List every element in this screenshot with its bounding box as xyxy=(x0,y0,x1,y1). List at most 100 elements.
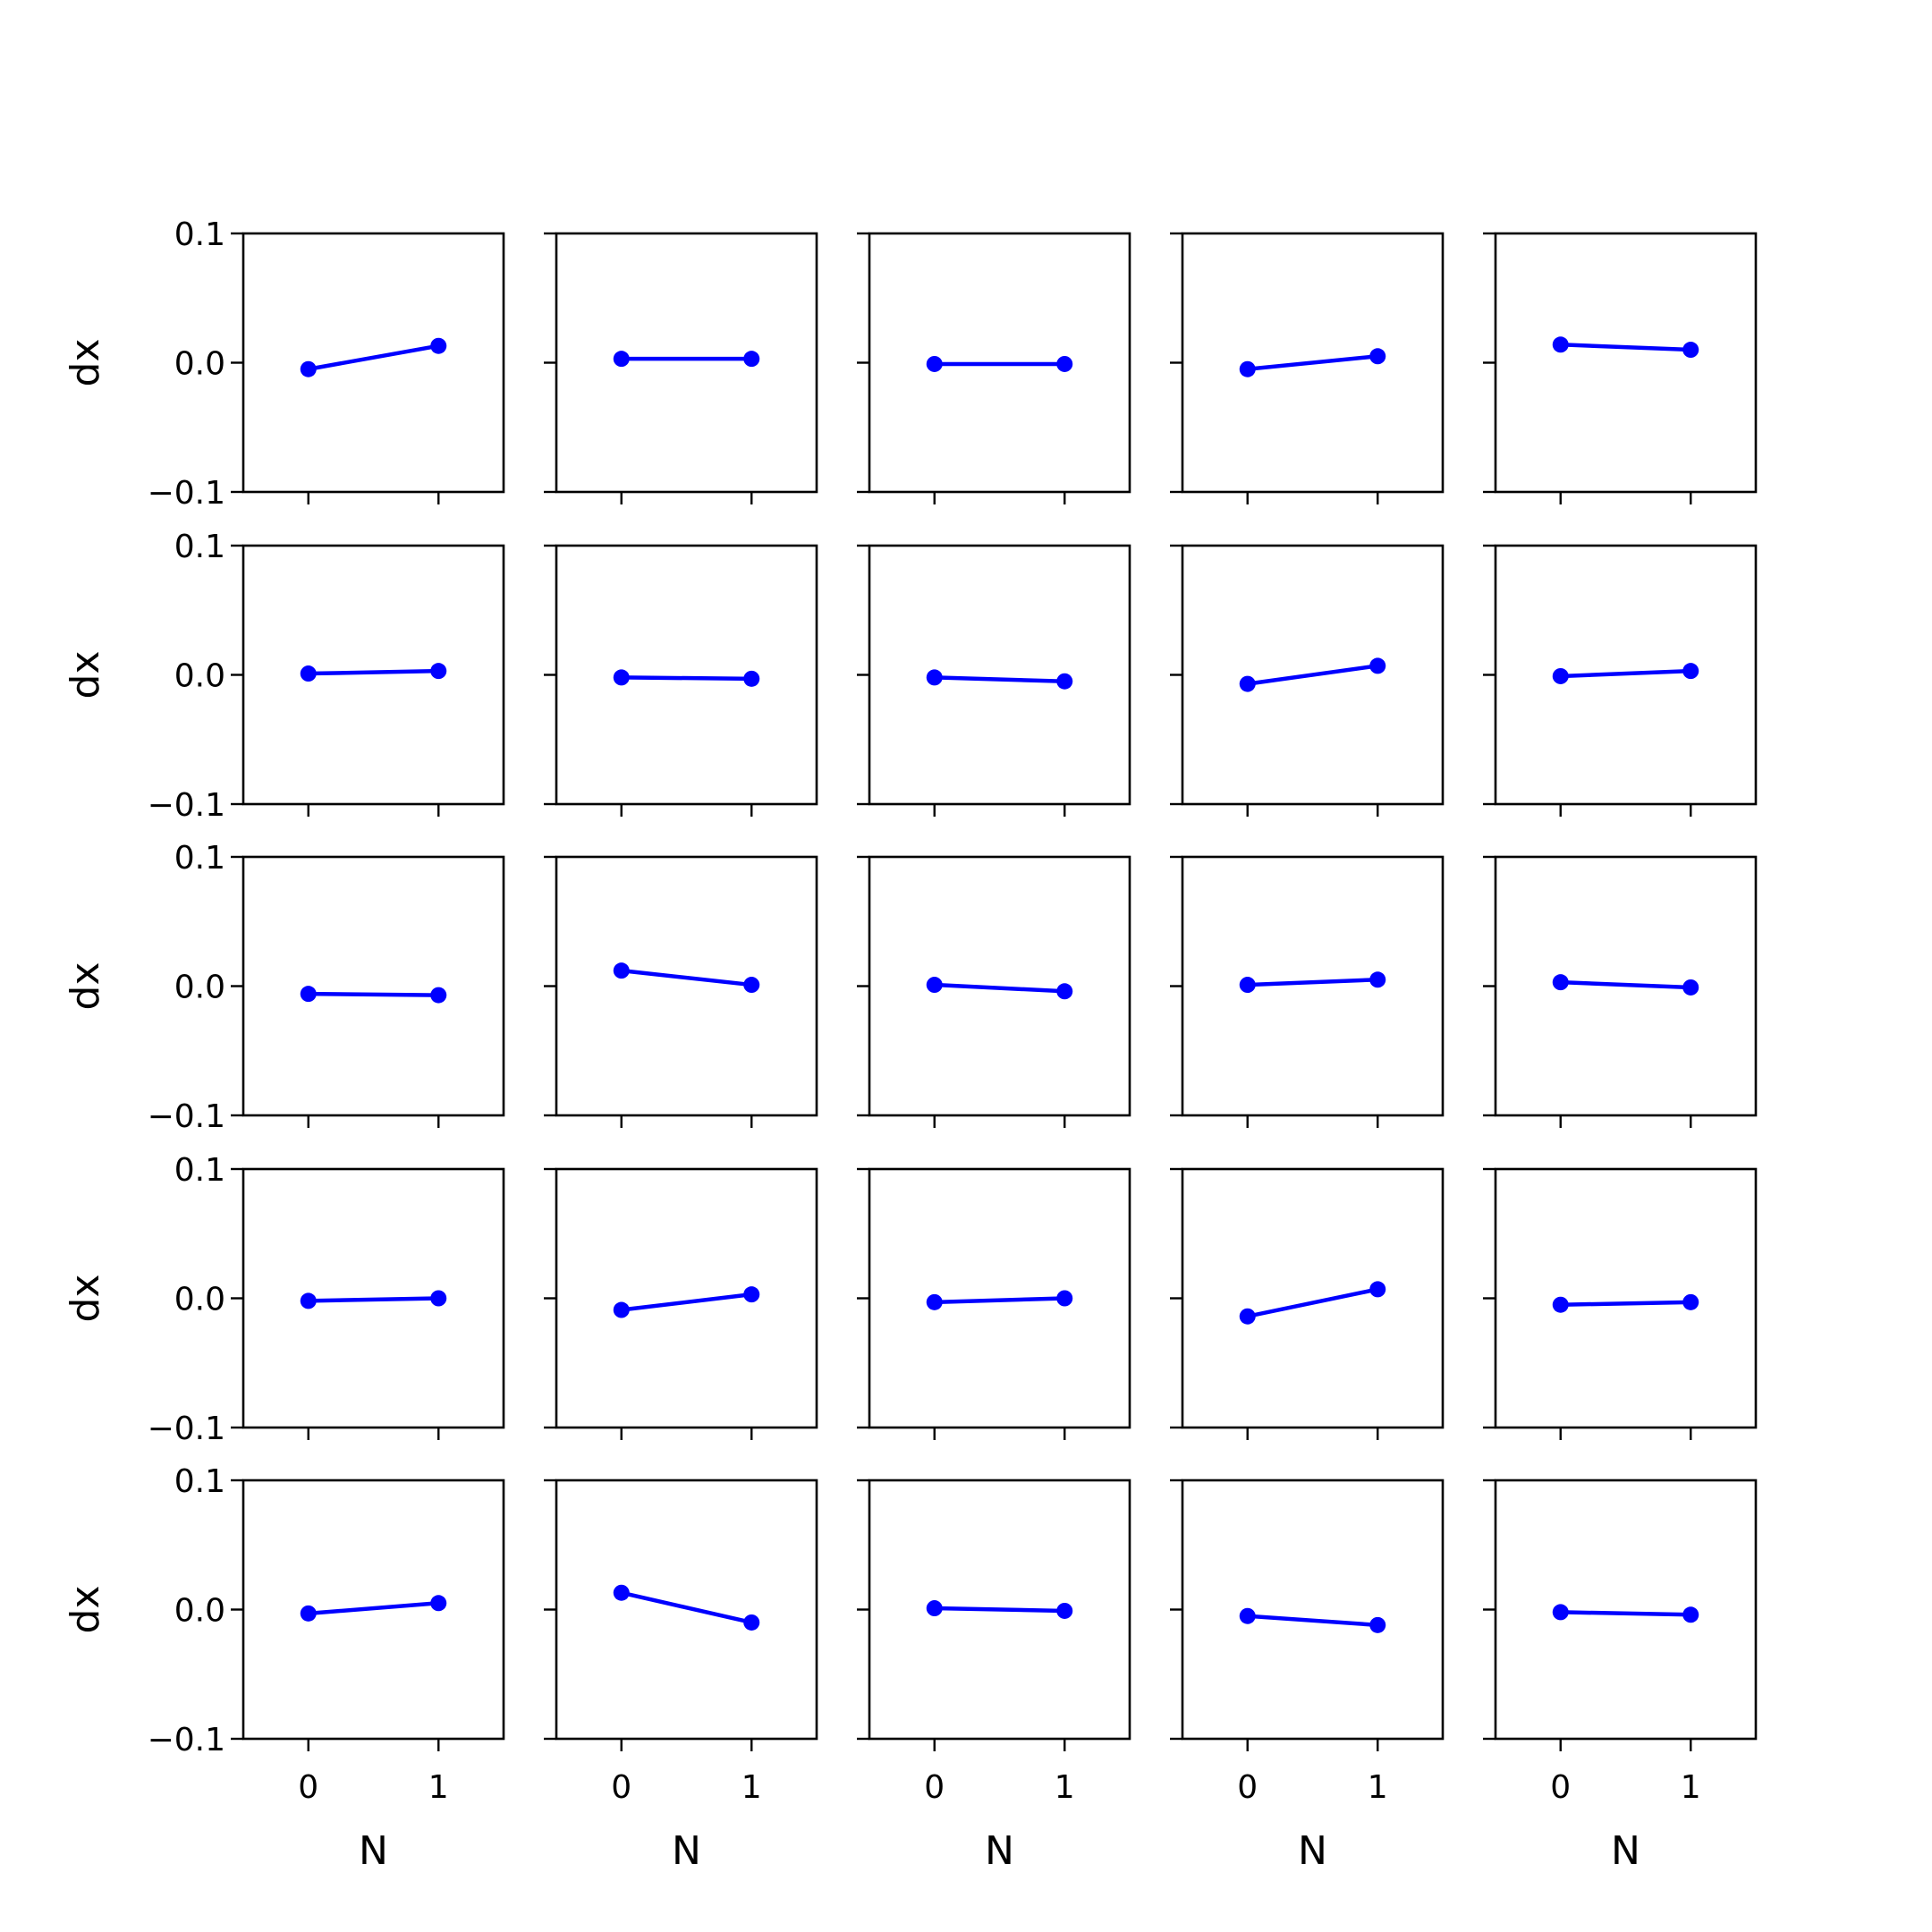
data-point xyxy=(613,669,630,686)
data-point xyxy=(743,670,760,687)
x-tick-label: 0 xyxy=(1550,1769,1571,1806)
series-line xyxy=(932,675,1067,683)
subplot-grid: 0.10.0−0.1dx0.10.0−0.1dx0.10.0−0.1dx0.10… xyxy=(63,216,1758,1874)
data-point xyxy=(1682,979,1699,996)
data-point xyxy=(926,355,943,372)
data-point xyxy=(1056,355,1073,372)
data-point xyxy=(743,977,760,994)
x-tick-label: 0 xyxy=(611,1769,631,1806)
subplot-r5-c5: 0 1 N xyxy=(1483,1479,1758,1874)
y-tick-label: 0.1 xyxy=(174,216,225,253)
x-tick-label: 0 xyxy=(298,1769,318,1806)
data-point xyxy=(613,1584,630,1601)
subplot-r2-c3 xyxy=(857,544,1131,817)
y-axis-label: dx xyxy=(63,1275,108,1323)
y-tick-label: −0.1 xyxy=(148,1411,225,1447)
y-tick-label: −0.1 xyxy=(148,1098,225,1135)
data-point xyxy=(1552,974,1569,991)
subplot-r3-c2 xyxy=(544,855,818,1128)
series-line xyxy=(306,343,441,371)
series-line xyxy=(1245,354,1380,371)
series-line xyxy=(1558,1610,1693,1617)
x-tick-label: 0 xyxy=(924,1769,945,1806)
subplot-r3-c5 xyxy=(1483,855,1758,1128)
data-point xyxy=(430,987,447,1004)
series-line xyxy=(619,675,754,682)
data-point xyxy=(1682,663,1699,680)
series-line xyxy=(306,1296,441,1303)
data-point xyxy=(300,986,317,1003)
data-point xyxy=(613,351,630,368)
data-point xyxy=(300,360,317,377)
series-line xyxy=(306,668,441,676)
series-line xyxy=(932,1296,1067,1305)
subplot-r4-c5 xyxy=(1483,1167,1758,1440)
data-point xyxy=(1682,342,1699,359)
data-point xyxy=(430,1290,447,1307)
series-line xyxy=(619,1292,754,1312)
data-point xyxy=(926,1600,943,1617)
y-tick-label: 0.1 xyxy=(174,1152,225,1189)
data-point xyxy=(1552,1296,1569,1313)
subplot-r1-c3 xyxy=(857,232,1131,504)
data-point xyxy=(1552,1604,1569,1621)
data-point xyxy=(1239,360,1256,377)
data-point xyxy=(1552,336,1569,353)
subplot-r1-c1: 0.1 0.0 −0.1 dx xyxy=(63,216,505,512)
y-tick-label: 0.0 xyxy=(174,1282,225,1318)
subplot-r2-c2 xyxy=(544,544,818,817)
y-axis-label: dx xyxy=(63,651,108,699)
data-point xyxy=(926,669,943,686)
y-tick-label: −0.1 xyxy=(148,787,225,824)
x-axis-label: N xyxy=(1611,1828,1640,1874)
x-tick-label: 1 xyxy=(1055,1769,1075,1806)
series-line xyxy=(306,1601,441,1616)
data-point xyxy=(1369,1616,1386,1633)
x-axis-label: N xyxy=(1298,1828,1327,1874)
subplot-r3-c1: 0.1 0.0 −0.1 dx xyxy=(63,840,505,1135)
subplot-r2-c4 xyxy=(1170,544,1445,817)
y-axis-label: dx xyxy=(63,1586,108,1634)
x-axis-label: N xyxy=(985,1828,1014,1874)
data-point xyxy=(430,1595,447,1612)
data-point xyxy=(1056,983,1073,1000)
x-tick-label: 0 xyxy=(1237,1769,1258,1806)
series-line xyxy=(306,991,441,997)
data-point xyxy=(1056,1602,1073,1619)
subplot-r4-c4 xyxy=(1170,1167,1445,1440)
subplot-r3-c4 xyxy=(1170,855,1445,1128)
data-point xyxy=(1056,1290,1073,1307)
y-tick-label: 0.0 xyxy=(174,658,225,695)
data-point xyxy=(1239,1607,1256,1624)
data-point xyxy=(743,351,760,368)
series-line xyxy=(1245,1287,1380,1318)
subplot-r1-c5 xyxy=(1483,232,1758,504)
data-point xyxy=(743,1614,760,1631)
x-tick-label: 1 xyxy=(1681,1769,1701,1806)
x-axis-label: N xyxy=(672,1828,701,1874)
data-point xyxy=(1369,657,1386,674)
data-point xyxy=(1552,667,1569,684)
y-tick-label: 0.0 xyxy=(174,1593,225,1630)
series-line xyxy=(619,968,754,987)
series-line xyxy=(1245,978,1380,987)
subplot-r2-c1: 0.1 0.0 −0.1 dx xyxy=(63,529,505,824)
subplot-r3-c3 xyxy=(857,855,1131,1128)
data-point xyxy=(1682,1606,1699,1623)
subplot-r4-c3 xyxy=(857,1167,1131,1440)
data-point xyxy=(1369,348,1386,365)
y-axis-label: dx xyxy=(63,962,108,1011)
data-point xyxy=(926,977,943,994)
series-line xyxy=(1245,664,1380,686)
subplot-r5-c2: 0 1 N xyxy=(544,1479,818,1874)
data-point xyxy=(1369,1281,1386,1298)
x-tick-label: 1 xyxy=(741,1769,762,1806)
subplot-r5-c4: 0 1 N xyxy=(1170,1479,1445,1874)
data-point xyxy=(300,1605,317,1622)
subplot-r4-c1: 0.1 0.0 −0.1 dx xyxy=(63,1152,505,1447)
series-line xyxy=(1245,1614,1380,1628)
data-point xyxy=(743,1286,760,1303)
y-tick-label: 0.1 xyxy=(174,840,225,877)
subplot-r5-c1: 0.1 0.0 −0.1 0 1 dx N xyxy=(63,1463,505,1874)
